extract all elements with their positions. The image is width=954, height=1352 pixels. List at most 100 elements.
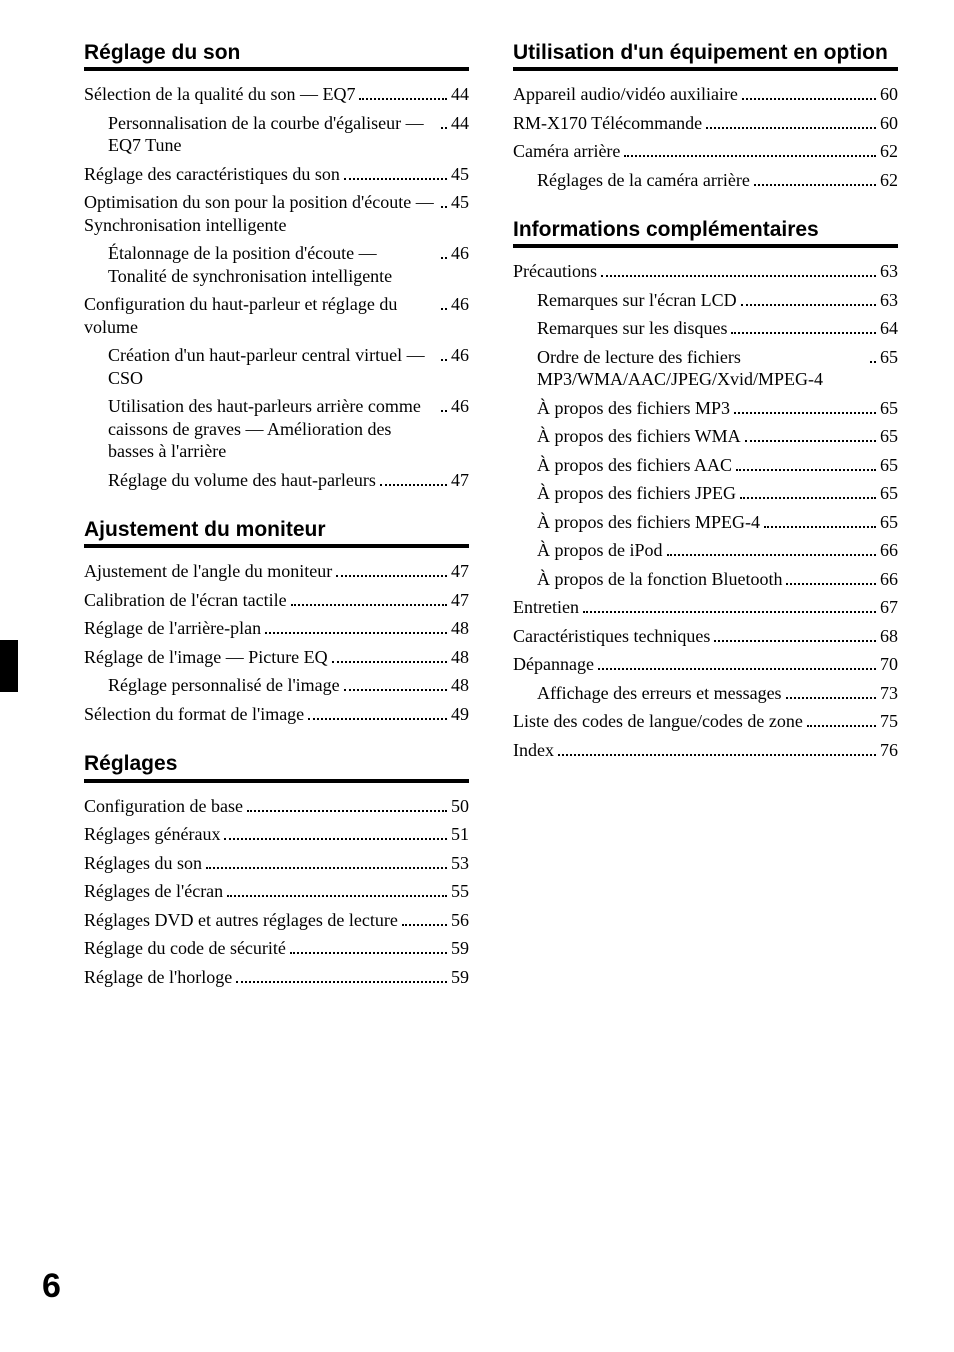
toc-entry: Configuration de base50 [84,795,469,818]
toc-entry: Réglage de l'arrière-plan48 [84,617,469,640]
toc-line: Dépannage70 [513,653,898,676]
toc-label: Affichage des erreurs et messages [537,682,782,705]
toc-line: À propos de iPod 66 [537,539,898,562]
toc-entry: Index 76 [513,739,898,762]
toc-entry: Liste des codes de langue/codes de zone7… [513,710,898,733]
toc-label: Personnalisation de la courbe d'égaliseu… [108,112,437,157]
toc-line: À propos des fichiers JPEG65 [537,482,898,505]
toc-label: Réglages de la caméra arrière [537,169,750,192]
toc-page: 53 [451,852,469,875]
toc-entry: Réglages DVD et autres réglages de lectu… [84,909,469,932]
toc-entry: Optimisation du son pour la position d'é… [84,191,469,236]
toc-entry: RM-X170 Télécommande60 [513,112,898,135]
toc-line: Utilisation des haut-parleurs arrière co… [108,395,469,463]
toc-line: À propos des fichiers MP3 65 [537,397,898,420]
toc-line: Réglage personnalisé de l'image48 [108,674,469,697]
toc-label: Remarques sur l'écran LCD [537,289,737,312]
toc-page: 44 [451,83,469,106]
toc-entry: Affichage des erreurs et messages73 [513,682,898,705]
toc-label: Précautions [513,260,597,283]
toc-page: 47 [451,469,469,492]
toc-page: 48 [451,646,469,669]
dot-leader [870,361,876,363]
toc-line: Liste des codes de langue/codes de zone7… [513,710,898,733]
toc-entry: Entretien 67 [513,596,898,619]
toc-page: 65 [880,346,898,369]
toc-label: À propos des fichiers WMA [537,425,741,448]
dot-leader [807,725,876,727]
toc-entry: Réglages de l'écran55 [84,880,469,903]
toc-page: 66 [880,539,898,562]
dot-leader [764,526,876,528]
toc-label: Configuration de base [84,795,243,818]
toc-entry: Réglages généraux51 [84,823,469,846]
toc-page: 47 [451,589,469,612]
toc-page: 49 [451,703,469,726]
dot-leader [344,178,447,180]
toc-page: 65 [880,482,898,505]
toc-page: 68 [880,625,898,648]
dot-leader [745,440,876,442]
section-title: Réglages [84,751,469,782]
toc-label: Utilisation des haut-parleurs arrière co… [108,395,437,463]
toc-page: 76 [880,739,898,762]
toc-label: Caméra arrière [513,140,620,163]
toc-page: 47 [451,560,469,583]
toc-line: Réglages de la caméra arrière62 [537,169,898,192]
dot-leader [441,206,447,208]
toc-line: Création d'un haut-parleur central virtu… [108,344,469,389]
dot-leader [734,412,876,414]
dot-leader [731,332,876,334]
columns: Réglage du sonSélection de la qualité du… [84,36,898,994]
toc-line: Ajustement de l'angle du moniteur47 [84,560,469,583]
toc-entry: À propos de la fonction Bluetooth66 [513,568,898,591]
dot-leader [441,257,447,259]
dot-leader [741,304,876,306]
dot-leader [308,718,447,720]
toc-line: À propos des fichiers WMA65 [537,425,898,448]
toc-label: Index [513,739,554,762]
toc-entry: Caractéristiques techniques68 [513,625,898,648]
page-number: 6 [42,1267,61,1306]
toc-page: 60 [880,112,898,135]
toc-line: Réglage du volume des haut-parleurs47 [108,469,469,492]
toc-page: 44 [451,112,469,135]
dot-leader [336,575,447,577]
dot-leader [206,867,447,869]
toc-line: Appareil audio/vidéo auxiliaire60 [513,83,898,106]
toc-entry: Calibration de l'écran tactile47 [84,589,469,612]
toc-page: 60 [880,83,898,106]
left-column: Réglage du sonSélection de la qualité du… [84,36,469,994]
toc-label: À propos de la fonction Bluetooth [537,568,782,591]
toc-entry: Remarques sur les disques64 [513,317,898,340]
toc-line: Optimisation du son pour la position d'é… [84,191,469,236]
toc-page: 59 [451,937,469,960]
toc-line: Réglages du son53 [84,852,469,875]
toc-label: À propos des fichiers AAC [537,454,732,477]
dot-leader [740,497,876,499]
dot-leader [714,640,876,642]
toc-page: 65 [880,397,898,420]
toc-label: Réglage de l'horloge [84,966,232,989]
toc-entry: Caméra arrière62 [513,140,898,163]
toc-label: Réglages de l'écran [84,880,223,903]
toc-label: Réglage personnalisé de l'image [108,674,340,697]
toc-line: Réglages DVD et autres réglages de lectu… [84,909,469,932]
toc-line: Étalonnage de la position d'écoute — Ton… [108,242,469,287]
toc-page: 46 [451,242,469,265]
toc-page: 67 [880,596,898,619]
dot-leader [601,275,876,277]
toc-label: Entretien [513,596,579,619]
toc-line: Précautions63 [513,260,898,283]
dot-leader [736,469,876,471]
toc-page: 70 [880,653,898,676]
toc-line: Sélection de la qualité du son — EQ744 [84,83,469,106]
toc-entry: Réglage personnalisé de l'image48 [84,674,469,697]
toc-page: 46 [451,293,469,316]
toc-line: Affichage des erreurs et messages73 [537,682,898,705]
toc-entry: Réglage de l'horloge59 [84,966,469,989]
toc-label: À propos des fichiers MP3 [537,397,730,420]
toc-label: À propos de iPod [537,539,663,562]
toc-line: À propos des fichiers MPEG-465 [537,511,898,534]
toc-entry: À propos de iPod 66 [513,539,898,562]
